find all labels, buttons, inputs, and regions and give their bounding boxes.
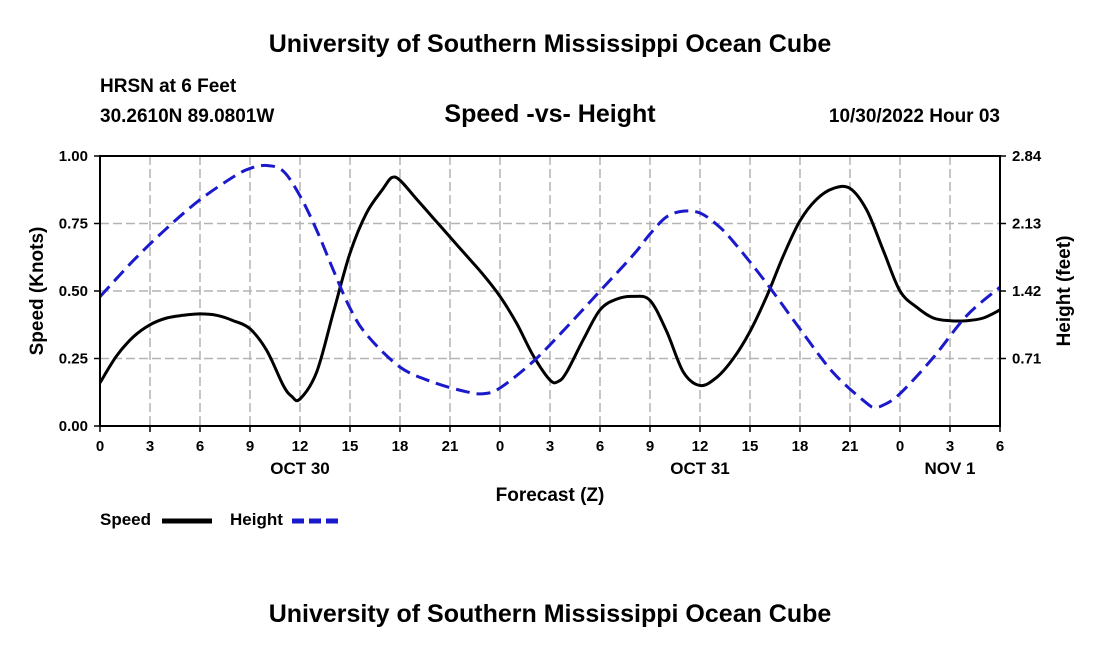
date-label: OCT 31 (670, 459, 730, 478)
x-tick-label: 3 (146, 438, 154, 455)
legend[interactable]: Speed Height (100, 510, 342, 529)
x-tick-label: 18 (392, 438, 409, 455)
x-tick-label: 0 (896, 438, 904, 455)
y-right-tick-label: 1.42 (1012, 283, 1041, 300)
y-right-axis-label: Height (feet) (1054, 236, 1075, 347)
x-tick-label: 6 (996, 438, 1004, 455)
y-left-tick-label: 0.00 (59, 418, 88, 435)
x-tick-label: 9 (246, 438, 254, 455)
x-tick-label: 18 (792, 438, 809, 455)
y-right-tick-label: 2.13 (1012, 216, 1041, 233)
x-tick-label: 0 (496, 438, 504, 455)
x-axis-label: Forecast (Z) (496, 485, 605, 506)
series-line-speed (98, 175, 1001, 403)
x-tick-label: 3 (946, 438, 954, 455)
station-coordinates: 30.2610N 89.0801W (100, 106, 275, 127)
x-tick-label: 9 (646, 438, 654, 455)
x-tick-label: 12 (292, 438, 309, 455)
axes: 0 3 6 9 12 15 18 21 0 3 6 9 12 15 18 21 0 3 6 OCT 30 OCT 31 N… (27, 148, 1075, 506)
y-right-tick-label: 2.84 (1012, 148, 1042, 165)
x-tick-label: 21 (442, 438, 459, 455)
x-tick-label: 15 (342, 438, 359, 455)
y-left-tick-label: 0.25 (59, 351, 88, 368)
y-left-tick-label: 0.50 (59, 283, 88, 300)
x-tick-label: 0 (96, 438, 104, 455)
x-tick-label: 12 (692, 438, 709, 455)
x-tick-label: 6 (596, 438, 604, 455)
chart-subtitle: Speed -vs- Height (444, 100, 656, 128)
forecast-datetime: 10/30/2022 Hour 03 (828, 106, 1000, 127)
station-label: HRSN at 6 Feet (100, 76, 237, 97)
legend-label-speed: Speed (100, 510, 151, 529)
footer-title: University of Southern Mississippi Ocean… (268, 600, 832, 628)
chart-title: University of Southern Mississippi Ocean… (268, 30, 832, 58)
date-label: OCT 30 (270, 459, 330, 478)
y-left-axis-label: Speed (Knots) (27, 227, 48, 356)
x-tick-label: 21 (842, 438, 859, 455)
series-line-height (98, 163, 1001, 409)
series (98, 163, 1001, 409)
legend-label-height: Height (230, 510, 283, 529)
x-tick-label: 3 (546, 438, 554, 455)
x-tick-label: 6 (196, 438, 204, 455)
grid (100, 155, 1000, 426)
date-label: NOV 1 (924, 459, 975, 478)
y-right-tick-label: 0.71 (1012, 351, 1041, 368)
x-tick-label: 15 (742, 438, 759, 455)
y-left-tick-label: 0.75 (59, 216, 88, 233)
y-left-tick-label: 1.00 (59, 148, 88, 165)
